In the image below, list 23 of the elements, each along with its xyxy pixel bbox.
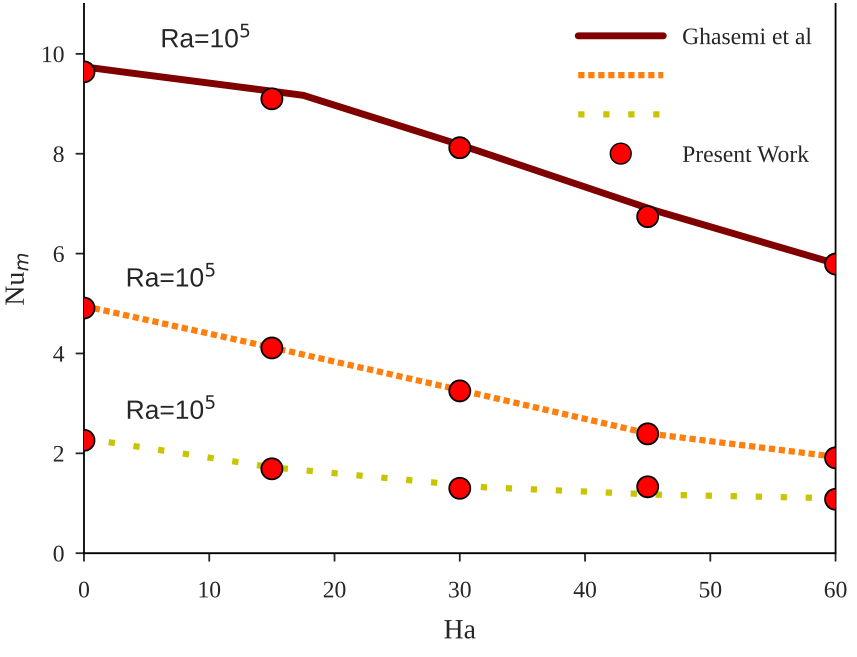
point	[448, 476, 472, 500]
y-tick-label: 4	[53, 346, 64, 362]
legend-label: Present Work	[682, 145, 810, 162]
x-tick-label: 30	[449, 582, 471, 598]
x-axis-title: Ha	[444, 620, 476, 639]
x-tick-label: 40	[574, 582, 596, 598]
point	[448, 379, 472, 402]
annotation: Ra=10$^{5}$	[128, 262, 215, 287]
x-tick-label: 60	[824, 582, 846, 598]
y-axis-title: Nu$_{m}$	[6, 254, 28, 305]
annotation: Ra=10$^{5}$	[162, 24, 250, 48]
y-tick-label: 10	[43, 46, 64, 62]
y-tick-label: 6	[54, 246, 64, 262]
legend-label: Ghasemi et al	[683, 28, 812, 44]
y-tick-label: 2	[54, 446, 64, 462]
x-tick-label: 20	[324, 582, 346, 598]
y-tick-label: 8	[54, 146, 64, 162]
x-tick-label: 50	[700, 582, 722, 598]
x-tick-label: 0	[78, 582, 89, 598]
x-tick-label: 10	[200, 582, 220, 598]
point	[448, 136, 472, 160]
y-tick-label: 0	[54, 546, 64, 562]
annotation: Ra=10$^{5}$	[128, 395, 215, 420]
